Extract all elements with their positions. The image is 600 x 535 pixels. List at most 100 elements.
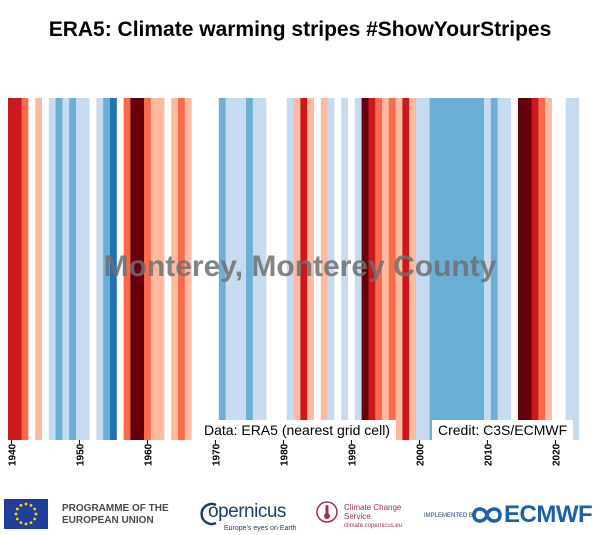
- stripe-1991: [354, 98, 363, 440]
- c3s-thermometer-icon: [316, 501, 338, 523]
- stripe-1955: [110, 98, 118, 440]
- stripe-2014: [511, 98, 519, 440]
- x-tick-label-1950: 1950: [75, 443, 86, 466]
- x-tick-label-1960: 1960: [143, 443, 154, 466]
- stripe-2009: [477, 98, 485, 440]
- eu-star: [34, 512, 38, 516]
- stripe-2023: [572, 98, 580, 440]
- eu-programme-text: PROGRAMME OF THE EUROPEAN UNION: [62, 503, 169, 526]
- stripe-2015: [518, 98, 526, 440]
- x-tick-label-1990: 1990: [347, 443, 358, 466]
- x-tick-label-2000: 2000: [415, 443, 426, 466]
- stripe-1948: [62, 98, 70, 440]
- stripe-1952: [89, 98, 97, 440]
- stripe-2013: [504, 98, 512, 440]
- stripe-1984: [307, 98, 315, 440]
- eu-star: [15, 517, 19, 521]
- stripe-2010: [484, 98, 492, 440]
- stripe-1982: [293, 98, 301, 440]
- stripe-1979: [273, 98, 281, 440]
- stripe-1989: [341, 98, 349, 440]
- stripe-1967: [191, 98, 199, 440]
- stripe-2012: [497, 98, 505, 440]
- stripe-1974: [239, 98, 247, 440]
- eu-flag-icon: [4, 499, 48, 529]
- stripe-1996: [388, 98, 397, 440]
- stripe-1962: [157, 98, 165, 440]
- stripe-2020: [552, 98, 560, 440]
- stripe-1976: [252, 98, 261, 440]
- x-tick-label-1980: 1980: [279, 443, 290, 466]
- eu-star: [19, 503, 23, 507]
- credit-note: Credit: C3S/ECMWF: [432, 420, 574, 440]
- stripe-2007: [463, 98, 471, 440]
- stripe-1964: [171, 98, 179, 440]
- stripe-1960: [144, 98, 152, 440]
- stripe-1999: [409, 98, 417, 440]
- stripe-1942: [21, 98, 29, 440]
- x-tick-label-2010: 2010: [483, 443, 494, 466]
- stripe-1975: [246, 98, 254, 440]
- x-tick-label-2020: 2020: [551, 443, 562, 466]
- eu-star: [15, 507, 19, 511]
- stripe-1973: [232, 98, 240, 440]
- eu-star: [29, 503, 33, 507]
- c3s-name: Climate Change Service: [344, 503, 402, 521]
- stripe-1946: [48, 98, 57, 440]
- stripe-1978: [266, 98, 274, 440]
- stripe-1961: [150, 98, 159, 440]
- eu-star: [24, 522, 28, 526]
- stripe-2005: [450, 98, 458, 440]
- stripe-2017: [531, 98, 539, 440]
- stripe-2018: [538, 98, 546, 440]
- stripe-1957: [123, 98, 131, 440]
- stripe-1949: [69, 98, 77, 440]
- ecmwf-name: ECMWF: [504, 501, 593, 528]
- data-source-note: Data: ERA5 (nearest grid cell): [198, 420, 396, 440]
- copernicus-c-icon: [200, 502, 217, 526]
- stripe-1983: [300, 98, 308, 440]
- location-label: Monterey, Monterey County: [103, 250, 497, 283]
- stripe-1970: [212, 98, 220, 440]
- stripe-1951: [82, 98, 91, 440]
- stripe-1950: [76, 98, 84, 440]
- stripe-1963: [164, 98, 172, 440]
- stripe-2021: [558, 98, 567, 440]
- eu-star: [33, 507, 37, 511]
- stripe-1940: [8, 98, 16, 440]
- stripe-2022: [565, 98, 573, 440]
- stripe-2011: [490, 98, 499, 440]
- stripe-1965: [178, 98, 186, 440]
- stripe-2008: [470, 98, 478, 440]
- stripe-1968: [198, 98, 206, 440]
- stripe-1944: [35, 98, 43, 440]
- stripe-1997: [395, 98, 403, 440]
- stripe-1995: [382, 98, 390, 440]
- stripe-1943: [28, 98, 36, 440]
- eu-star: [29, 521, 33, 525]
- implemented-by-text: IMPLEMENTED BY: [424, 513, 478, 519]
- chart-title: ERA5: Climate warming stripes #ShowYourS…: [48, 18, 552, 41]
- stripe-1958: [130, 98, 138, 440]
- x-tick-label-1940: 1940: [7, 443, 18, 466]
- stripe-1985: [314, 98, 322, 440]
- copernicus-tagline: Europe's eyes on Earth: [224, 525, 297, 532]
- copernicus-logo: opernicus Europe's eyes on Earth: [200, 501, 297, 533]
- stripe-1977: [259, 98, 267, 440]
- stripe-2006: [456, 98, 465, 440]
- stripe-1992: [361, 98, 369, 440]
- x-tick-label-1970: 1970: [211, 443, 222, 466]
- stripe-1941: [14, 98, 23, 440]
- warming-stripes-chart: 1940 1950 1960 1970 1980 1990 2000 2010 2020: [7, 98, 580, 466]
- eu-star: [14, 512, 18, 516]
- stripe-1945: [42, 98, 50, 440]
- stripe-2001: [422, 98, 431, 440]
- stripe-1969: [205, 98, 213, 440]
- copernicus-name: opernicus: [208, 501, 286, 522]
- stripe-2004: [443, 98, 451, 440]
- ecmwf-swirl-icon: [472, 507, 502, 523]
- stripe-1956: [116, 98, 125, 440]
- stripe-1990: [348, 98, 356, 440]
- stripe-1987: [327, 98, 335, 440]
- stripe-1966: [184, 98, 193, 440]
